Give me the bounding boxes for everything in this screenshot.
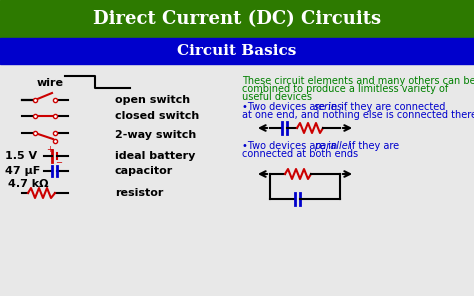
Text: capacitor: capacitor [115,166,173,176]
Bar [0,38,474,64]
Text: wire: wire [36,78,64,88]
Text: 2-way switch: 2-way switch [115,130,196,140]
Text: combined to produce a limitless variety of: combined to produce a limitless variety … [242,84,448,94]
Text: ideal battery: ideal battery [115,151,195,161]
Text: •Two devices are in: •Two devices are in [242,102,340,112]
Text: 1.5 V: 1.5 V [5,151,37,161]
Text: if they are connected: if they are connected [338,102,446,112]
Text: closed switch: closed switch [115,111,199,121]
Text: connected at both ends: connected at both ends [242,149,358,159]
Text: −: − [55,158,63,168]
Text: +: + [46,144,54,154]
Text: Direct Current (DC) Circuits: Direct Current (DC) Circuits [93,10,381,28]
Text: useful devices: useful devices [242,92,312,102]
Text: parallel: parallel [314,141,350,151]
Text: Circuit Basics: Circuit Basics [177,44,297,58]
Text: at one end, and nothing else is connected there: at one end, and nothing else is connecte… [242,110,474,120]
Text: series: series [314,102,343,112]
Text: 4.7 kΩ: 4.7 kΩ [8,179,48,189]
Text: resistor: resistor [115,188,164,198]
Text: 47 μF: 47 μF [5,166,40,176]
Text: These circuit elements and many others can be: These circuit elements and many others c… [242,76,474,86]
Text: •Two devices are in: •Two devices are in [242,141,340,151]
Bar [0,0,474,38]
Text: if they are: if they are [346,141,399,151]
Text: open switch: open switch [115,95,190,105]
